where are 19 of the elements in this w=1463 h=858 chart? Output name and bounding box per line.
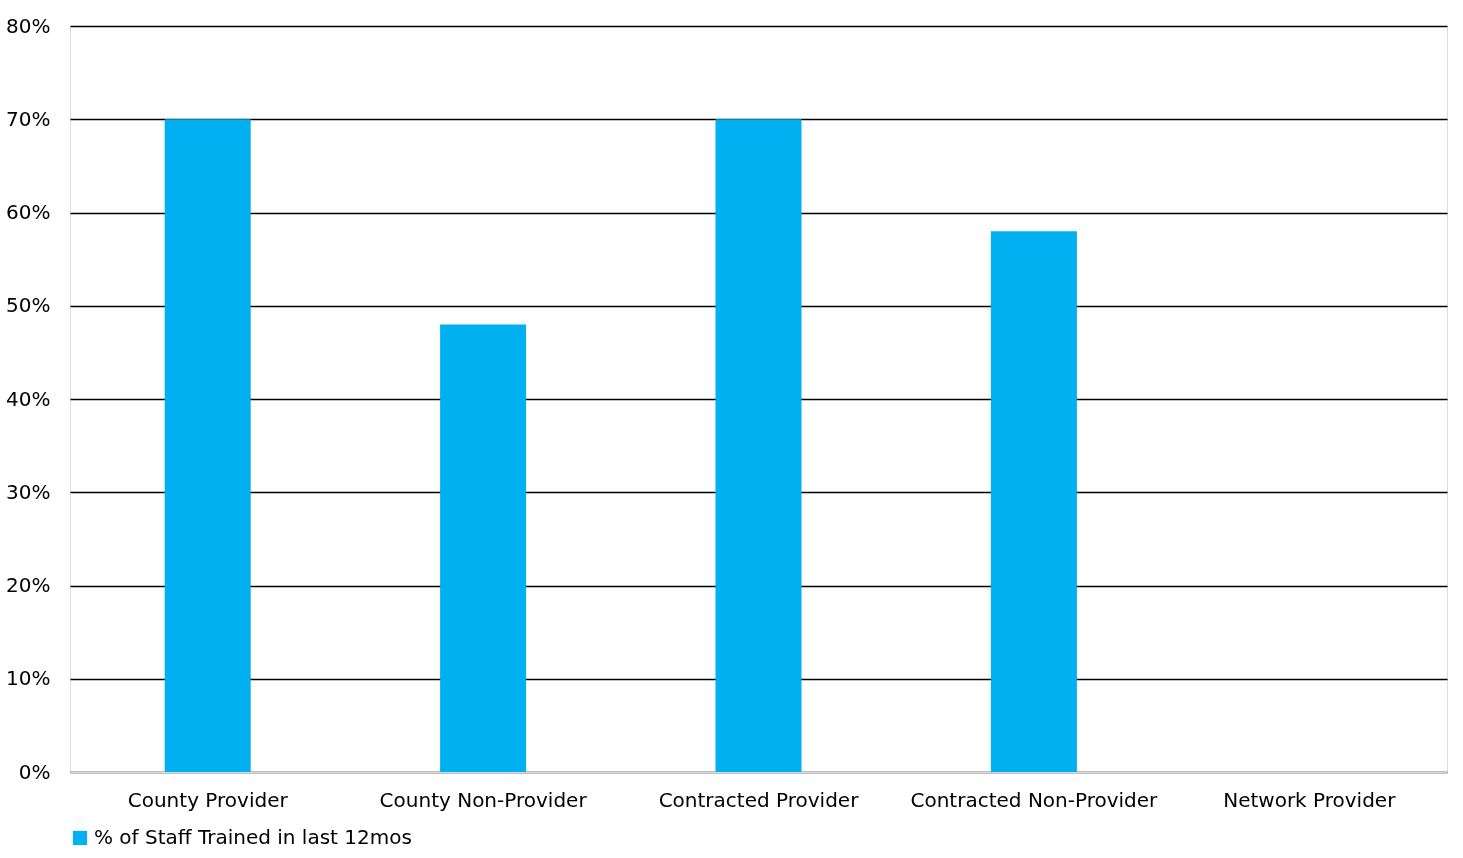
- y-tick-label: 10%: [6, 666, 51, 691]
- legend-label: % of Staff Trained in last 12mos: [94, 825, 412, 849]
- y-tick-label: 0%: [18, 759, 51, 784]
- y-tick-label: 20%: [6, 573, 51, 597]
- y-tick-label: 60%: [6, 200, 51, 224]
- x-tick-label: County Provider: [127, 787, 289, 812]
- y-tick-label: 40%: [6, 386, 51, 411]
- x-tick-label: County Non-Provider: [379, 787, 588, 812]
- x-tick-label: Contracted Provider: [658, 787, 860, 812]
- y-tick-label: 70%: [6, 106, 51, 131]
- y-tick-label: 80%: [6, 13, 51, 38]
- bar: [440, 324, 527, 772]
- bar: [164, 119, 251, 772]
- bar: [990, 231, 1077, 772]
- y-tick-label: 50%: [6, 293, 51, 318]
- x-tick-label: Network Provider: [1223, 787, 1397, 812]
- x-tick-label: Contracted Non-Provider: [910, 787, 1159, 812]
- y-tick-label: 30%: [6, 479, 51, 504]
- bar: [715, 119, 802, 772]
